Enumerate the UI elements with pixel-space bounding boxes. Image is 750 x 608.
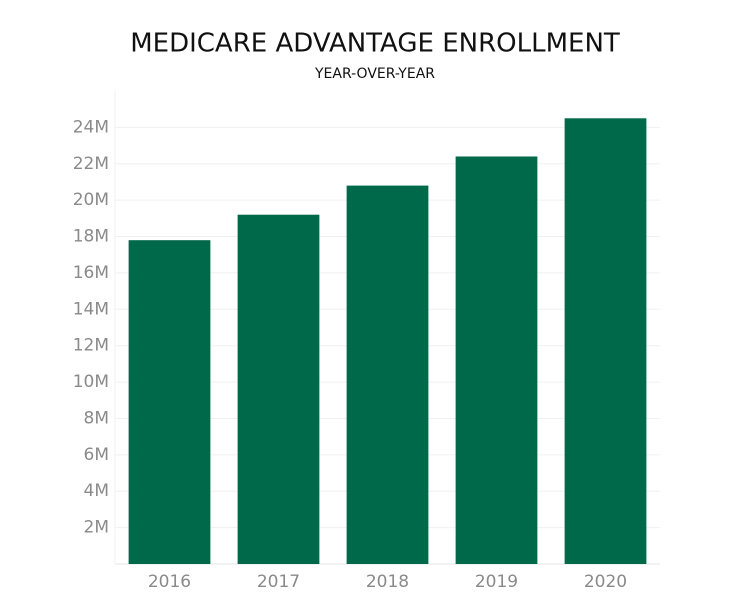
x-tick-label: 2020 — [584, 572, 627, 592]
x-tick-label: 2016 — [148, 572, 191, 592]
bar — [237, 214, 320, 564]
y-tick-label: 20M — [73, 190, 109, 210]
y-tick-label: 2M — [84, 518, 109, 538]
y-tick-label: 14M — [73, 299, 109, 319]
x-tick-label: 2018 — [366, 572, 409, 592]
y-tick-label: 16M — [73, 263, 109, 283]
chart-subtitle: YEAR-OVER-YEAR — [314, 66, 435, 82]
y-tick-label: 8M — [84, 408, 109, 428]
y-tick-label: 18M — [73, 227, 109, 247]
y-tick-label: 12M — [73, 336, 109, 356]
x-tick-label: 2017 — [257, 572, 300, 592]
y-tick-label: 6M — [84, 445, 109, 465]
bar — [346, 185, 429, 564]
chart-title: MEDICARE ADVANTAGE ENROLLMENT — [130, 29, 620, 59]
bar — [128, 240, 211, 564]
y-tick-label: 22M — [73, 154, 109, 174]
x-tick-label: 2019 — [475, 572, 518, 592]
bar — [455, 156, 538, 564]
y-tick-label: 10M — [73, 372, 109, 392]
y-tick-label: 24M — [73, 117, 109, 137]
y-tick-label: 4M — [84, 481, 109, 501]
bar — [564, 118, 647, 565]
